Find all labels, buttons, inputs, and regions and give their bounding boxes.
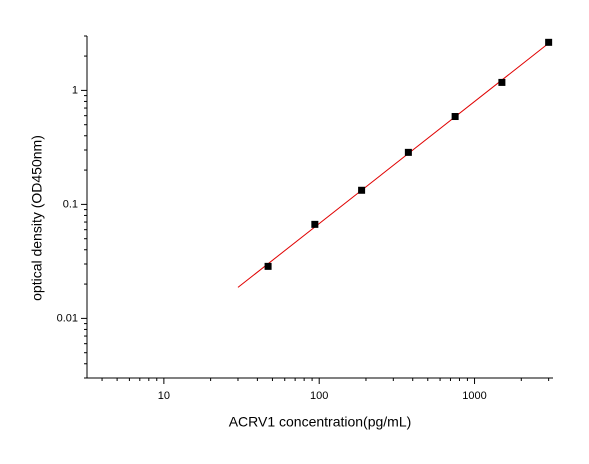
point	[545, 38, 553, 46]
x-axis-title: ACRV1 concentration(pg/mL)	[229, 414, 412, 430]
point	[451, 113, 459, 121]
point	[498, 78, 506, 86]
y-axis-title: optical density (OD450nm)	[29, 135, 45, 301]
y-tick-label: 1	[72, 84, 78, 96]
y-tick-label: 0.1	[63, 198, 78, 210]
point	[311, 220, 319, 228]
x-tick-label: 10	[158, 390, 170, 402]
y-tick-label: 0.01	[57, 312, 78, 324]
x-tick-label: 1000	[462, 390, 486, 402]
point	[404, 148, 412, 156]
x-tick-label: 100	[310, 390, 328, 402]
point	[358, 186, 366, 194]
point	[264, 262, 272, 270]
fit-line	[237, 42, 549, 288]
